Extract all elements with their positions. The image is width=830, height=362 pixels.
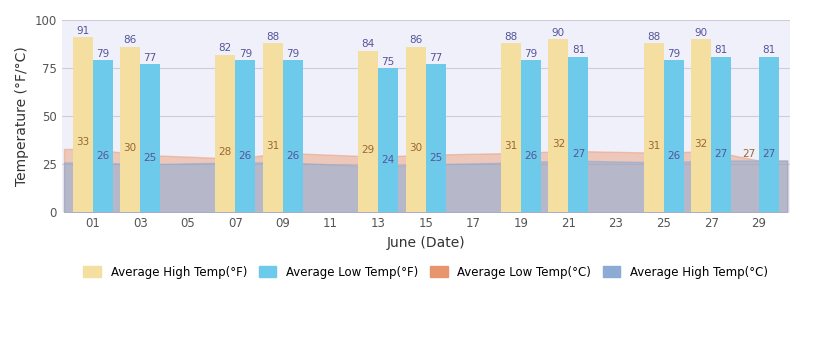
Text: 77: 77: [144, 53, 157, 63]
Bar: [263, 43, 283, 212]
Text: 31: 31: [266, 141, 280, 151]
Text: 28: 28: [219, 147, 232, 157]
Bar: [691, 39, 711, 212]
Text: 25: 25: [144, 153, 157, 163]
Bar: [663, 60, 684, 212]
Text: 86: 86: [409, 35, 422, 45]
Text: 27: 27: [715, 149, 728, 159]
Bar: [72, 37, 93, 212]
Text: 90: 90: [552, 28, 565, 38]
Text: 30: 30: [124, 143, 137, 153]
Text: 91: 91: [76, 26, 90, 36]
Text: 88: 88: [647, 31, 660, 42]
Text: 32: 32: [552, 139, 565, 149]
Bar: [406, 47, 426, 212]
Text: 81: 81: [762, 45, 775, 55]
Bar: [569, 56, 588, 212]
Text: 26: 26: [286, 151, 300, 161]
Text: 32: 32: [695, 139, 708, 149]
Text: 79: 79: [96, 49, 110, 59]
Bar: [120, 47, 140, 212]
Bar: [140, 64, 160, 212]
Y-axis label: Temperature (°F/°C): Temperature (°F/°C): [15, 46, 29, 186]
Text: 79: 79: [525, 49, 538, 59]
Text: 33: 33: [76, 138, 90, 147]
Text: 29: 29: [361, 145, 374, 155]
Bar: [520, 60, 541, 212]
Text: 27: 27: [762, 149, 775, 159]
Text: 30: 30: [409, 143, 422, 153]
Text: 75: 75: [382, 56, 395, 67]
Bar: [759, 56, 779, 212]
Text: 27: 27: [572, 149, 585, 159]
Text: 81: 81: [572, 45, 585, 55]
Bar: [283, 60, 303, 212]
Text: 26: 26: [667, 151, 680, 161]
Text: 31: 31: [504, 141, 517, 151]
Text: 25: 25: [429, 153, 442, 163]
X-axis label: June (Date): June (Date): [386, 236, 465, 250]
Text: 31: 31: [647, 141, 660, 151]
Text: 79: 79: [239, 49, 252, 59]
Bar: [500, 43, 520, 212]
Text: 24: 24: [382, 155, 395, 165]
Bar: [215, 55, 236, 212]
Bar: [711, 56, 731, 212]
Text: 26: 26: [525, 151, 538, 161]
Text: 82: 82: [219, 43, 232, 53]
Text: 84: 84: [361, 39, 374, 49]
Text: 81: 81: [715, 45, 728, 55]
Bar: [643, 43, 663, 212]
Text: 88: 88: [266, 31, 280, 42]
Text: 79: 79: [286, 49, 300, 59]
Text: 26: 26: [96, 151, 110, 161]
Bar: [426, 64, 446, 212]
Bar: [236, 60, 256, 212]
Text: 88: 88: [504, 31, 517, 42]
Text: 90: 90: [695, 28, 708, 38]
Text: 26: 26: [239, 151, 252, 161]
Bar: [549, 39, 569, 212]
Bar: [358, 51, 378, 212]
Text: 27: 27: [742, 149, 755, 159]
Text: 86: 86: [124, 35, 137, 45]
Bar: [378, 68, 398, 212]
Legend: Average High Temp(°F), Average Low Temp(°F), Average Low Temp(°C), Average High : Average High Temp(°F), Average Low Temp(…: [79, 261, 773, 283]
Bar: [93, 60, 113, 212]
Text: 79: 79: [667, 49, 680, 59]
Text: 77: 77: [429, 53, 442, 63]
